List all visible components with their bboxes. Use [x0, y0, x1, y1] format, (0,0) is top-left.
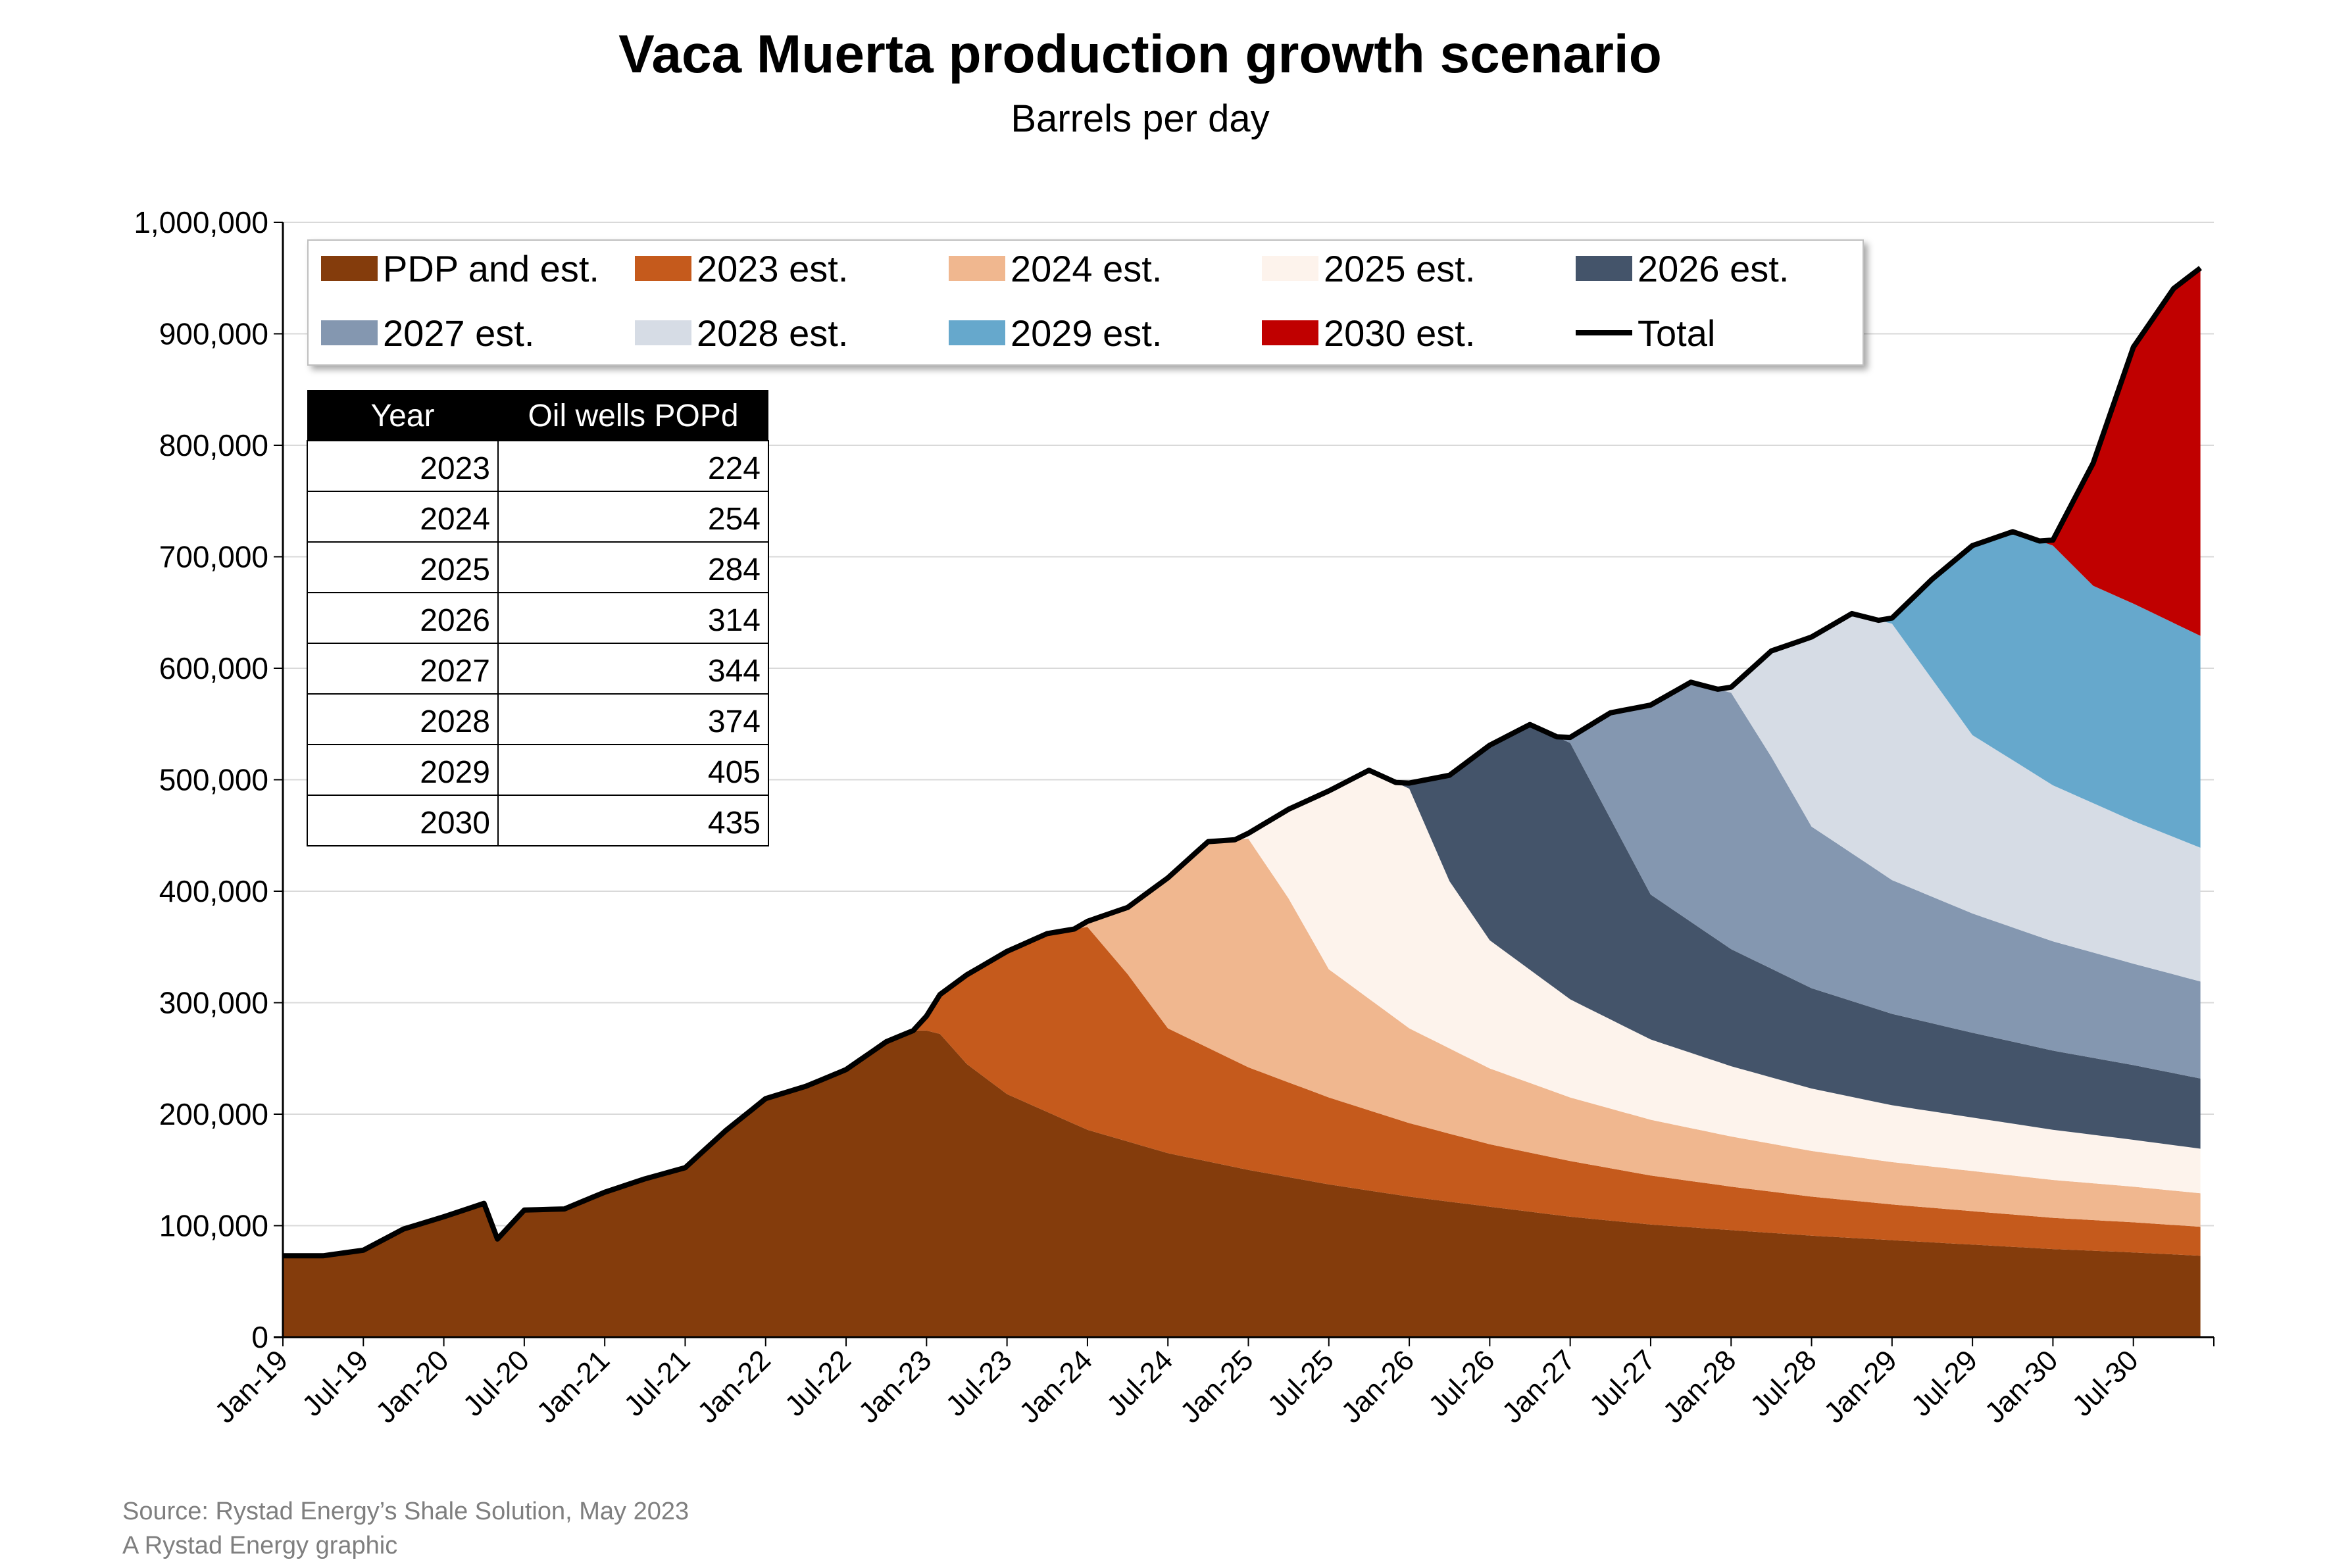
table-wells-value: 314 — [708, 603, 761, 638]
table-header-year: Year — [371, 399, 435, 433]
x-tick-label: Jul-19 — [296, 1344, 374, 1422]
source-line: Source: Rystad Energy’s Shale Solution, … — [122, 1498, 689, 1525]
legend-label: PDP and est. — [383, 248, 599, 289]
table-year-value: 2029 — [420, 755, 490, 790]
x-tick-label: Jan-22 — [691, 1344, 777, 1429]
table-year-value: 2024 — [420, 502, 490, 537]
x-tick-label: Jan-20 — [370, 1344, 455, 1429]
x-tick-label: Jan-26 — [1335, 1344, 1420, 1429]
table-cell — [497, 491, 769, 543]
x-tick-label: Jul-26 — [1422, 1344, 1501, 1422]
table-year-value: 2023 — [420, 451, 490, 486]
table-cell — [497, 693, 769, 745]
x-tick-label: Jan-29 — [1818, 1344, 1903, 1429]
table-wells-value: 254 — [708, 502, 761, 537]
chart-title: Vaca Muerta production growth scenario — [618, 24, 1662, 84]
legend-label: Total — [1638, 312, 1715, 354]
y-tick-label: 500,000 — [159, 763, 268, 797]
x-tick-label: Jan-19 — [209, 1344, 294, 1429]
legend-swatch — [321, 320, 378, 345]
x-tick-label: Jan-25 — [1174, 1344, 1260, 1429]
total-line-layer — [283, 266, 2203, 1259]
legend-label: 2026 est. — [1638, 248, 1789, 289]
table-cell — [497, 744, 769, 796]
x-tick-label: Jan-30 — [1979, 1344, 2064, 1429]
legend-swatch — [1262, 256, 1318, 281]
legend-swatch — [949, 256, 1005, 281]
legend-swatch — [949, 320, 1005, 345]
table-wells-value: 224 — [708, 451, 761, 486]
y-tick-label: 400,000 — [159, 874, 268, 908]
legend-swatch — [1262, 320, 1318, 345]
wells-table: Year Oil wells POPd 2023 224 2024 254 2025 284 2… — [307, 390, 769, 846]
table-wells-value: 284 — [708, 552, 761, 587]
table-wells-value: 405 — [708, 755, 761, 790]
legend-swatch — [321, 256, 378, 281]
y-tick-label: 800,000 — [159, 428, 268, 462]
table-header-bg — [307, 390, 768, 441]
table-year-value: 2026 — [420, 603, 490, 638]
legend-label: 2029 est. — [1011, 312, 1162, 354]
table-year-value: 2025 — [420, 552, 490, 587]
table-year-value: 2027 — [420, 654, 490, 689]
legend-label: 2030 est. — [1324, 312, 1475, 354]
table-wells-value: 374 — [708, 704, 761, 739]
y-tick-label: 0 — [251, 1320, 268, 1354]
table-year-value: 2030 — [420, 806, 490, 841]
x-tick-label: Jul-30 — [2066, 1344, 2144, 1422]
legend-label: 2025 est. — [1324, 248, 1475, 289]
y-tick-label: 1,000,000 — [134, 205, 268, 239]
table-wells-value: 344 — [708, 654, 761, 689]
legend-swatch — [635, 256, 691, 281]
legend: PDP and est. 2023 est. 2024 est. 2025 est. 2… — [307, 239, 1864, 366]
source-line: A Rystad Energy graphic — [122, 1532, 397, 1559]
x-tick-label: Jul-22 — [779, 1344, 857, 1422]
table-cell — [307, 795, 499, 846]
y-tick-label: 900,000 — [159, 317, 268, 351]
source-note: Source: Rystad Energy’s Shale Solution, … — [122, 1498, 689, 1559]
legend-swatch — [635, 320, 691, 345]
area-2024-est — [283, 839, 2201, 1256]
area-2027-est — [283, 682, 2201, 1256]
chart-subtitle: Barrels per day — [1011, 97, 1269, 140]
x-tick-label: Jul-29 — [1905, 1344, 1984, 1422]
table-wells-value: 435 — [708, 806, 761, 841]
x-tick-label: Jul-21 — [618, 1344, 696, 1422]
y-tick-label: 600,000 — [159, 651, 268, 685]
x-tick-label: Jul-23 — [939, 1344, 1018, 1422]
legend-swatch — [1576, 256, 1632, 281]
x-tick-label: Jul-20 — [457, 1344, 536, 1422]
total-line — [283, 266, 2203, 1259]
x-tick-label: Jul-24 — [1101, 1344, 1179, 1422]
y-tick-label: 300,000 — [159, 986, 268, 1020]
x-tick-label: Jan-27 — [1496, 1344, 1582, 1429]
x-tick-label: Jul-28 — [1744, 1344, 1822, 1422]
table-cell — [307, 744, 499, 796]
area-2023-est — [283, 927, 2201, 1256]
x-tick-label: Jan-28 — [1657, 1344, 1743, 1429]
x-tick-label: Jul-25 — [1261, 1344, 1339, 1422]
table-cell — [497, 541, 769, 593]
legend-label: 2023 est. — [697, 248, 848, 289]
table-cell — [497, 643, 769, 695]
y-tick-label: 700,000 — [159, 540, 268, 574]
table-header-wells: Oil wells POPd — [528, 399, 738, 433]
table-cell — [497, 592, 769, 644]
area-2026-est — [283, 724, 2201, 1256]
table-year-value: 2028 — [420, 704, 490, 739]
x-tick-label: Jan-24 — [1013, 1344, 1099, 1429]
y-tick-label: 200,000 — [159, 1097, 268, 1131]
table-cell — [497, 795, 769, 846]
stacked-areas — [283, 268, 2201, 1337]
y-tick-label: 100,000 — [159, 1209, 268, 1243]
x-tick-label: Jan-21 — [530, 1344, 616, 1429]
legend-label: 2024 est. — [1011, 248, 1162, 289]
x-tick-label: Jul-27 — [1584, 1344, 1662, 1422]
legend-label: 2028 est. — [697, 312, 848, 354]
legend-label: 2027 est. — [383, 312, 534, 354]
x-tick-label: Jan-23 — [853, 1344, 938, 1429]
area-pdp-and-est — [283, 1030, 2201, 1337]
area-2029-est — [283, 531, 2201, 1256]
